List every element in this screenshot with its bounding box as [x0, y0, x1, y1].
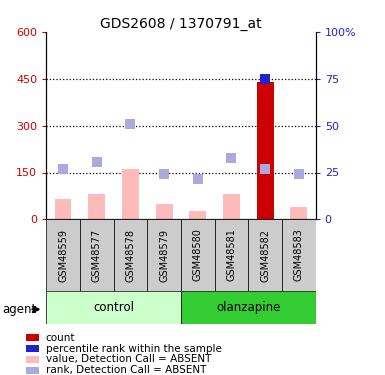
Bar — [290, 207, 307, 219]
Point — [127, 121, 134, 127]
Text: rank, Detection Call = ABSENT: rank, Detection Call = ABSENT — [46, 365, 206, 375]
Bar — [257, 82, 274, 219]
Text: GSM48577: GSM48577 — [92, 228, 102, 282]
Bar — [181, 219, 215, 291]
Text: GSM48580: GSM48580 — [193, 228, 203, 281]
Bar — [181, 291, 316, 324]
Point — [161, 171, 167, 177]
Text: GSM48559: GSM48559 — [58, 228, 68, 282]
Bar — [114, 219, 147, 291]
Bar — [80, 219, 114, 291]
Bar — [215, 219, 248, 291]
Bar — [223, 194, 240, 219]
Bar — [46, 219, 80, 291]
Title: GDS2608 / 1370791_at: GDS2608 / 1370791_at — [100, 17, 262, 31]
Text: GSM48579: GSM48579 — [159, 228, 169, 282]
Bar — [26, 356, 39, 363]
Bar — [282, 219, 316, 291]
Text: percentile rank within the sample: percentile rank within the sample — [46, 344, 222, 354]
Point — [262, 166, 268, 172]
Point — [195, 176, 201, 182]
Text: control: control — [93, 301, 134, 314]
Bar — [26, 367, 39, 374]
Point — [60, 166, 66, 172]
Bar — [26, 334, 39, 341]
Bar — [147, 219, 181, 291]
Text: GSM48583: GSM48583 — [294, 228, 304, 281]
Text: count: count — [46, 333, 75, 343]
Bar — [156, 204, 172, 219]
Text: GSM48578: GSM48578 — [126, 228, 136, 282]
Bar — [46, 291, 181, 324]
Bar — [55, 199, 72, 219]
Bar — [257, 82, 274, 219]
Bar — [189, 211, 206, 219]
Text: agent: agent — [2, 303, 36, 316]
Text: olanzapine: olanzapine — [216, 301, 281, 314]
Bar — [122, 170, 139, 219]
Bar — [88, 194, 105, 219]
Point — [228, 155, 234, 161]
Text: GSM48581: GSM48581 — [226, 228, 236, 281]
Bar — [26, 345, 39, 352]
Text: GSM48582: GSM48582 — [260, 228, 270, 282]
Bar — [248, 219, 282, 291]
Text: value, Detection Call = ABSENT: value, Detection Call = ABSENT — [46, 354, 211, 364]
Point — [262, 76, 268, 82]
Point — [94, 159, 100, 165]
Point — [296, 171, 302, 177]
